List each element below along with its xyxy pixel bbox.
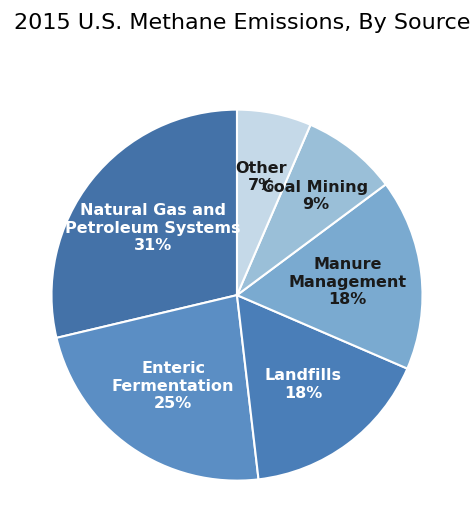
Text: Other
7%: Other 7%: [236, 161, 287, 193]
Text: Natural Gas and
Petroleum Systems
31%: Natural Gas and Petroleum Systems 31%: [65, 203, 240, 253]
Text: Enteric
Fermentation
25%: Enteric Fermentation 25%: [112, 362, 235, 411]
Text: Manure
Management
18%: Manure Management 18%: [289, 257, 407, 307]
Text: 2015 U.S. Methane Emissions, By Source: 2015 U.S. Methane Emissions, By Source: [14, 13, 471, 33]
Wedge shape: [237, 110, 310, 295]
Text: Coal Mining
9%: Coal Mining 9%: [262, 180, 368, 212]
Wedge shape: [52, 110, 237, 338]
Wedge shape: [56, 295, 258, 481]
Text: Landfills
18%: Landfills 18%: [265, 368, 342, 401]
Wedge shape: [237, 125, 386, 295]
Wedge shape: [237, 295, 407, 480]
Wedge shape: [237, 184, 422, 368]
